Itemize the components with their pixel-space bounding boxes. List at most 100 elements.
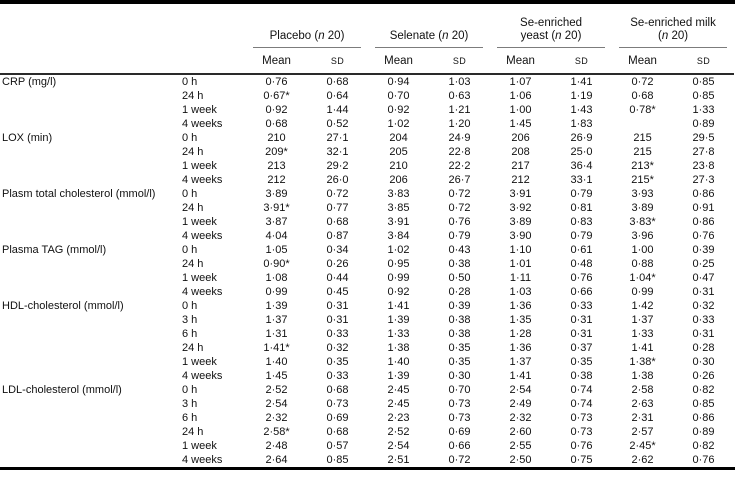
sd-value-cell: 1·41 (570, 76, 593, 88)
mean-value-cell: 3·91 (387, 216, 410, 228)
sd-value-cell: 0·85 (692, 76, 715, 88)
sd-value-cell: 0·72 (448, 188, 471, 200)
mean-value-cell: 1·31 (265, 328, 288, 340)
param-label (0, 341, 182, 355)
table-row: 1 week 3·87 0·68 3·91 0·76 3·89 0·83 3·83* 0·86 (0, 215, 734, 229)
mean-value-cell: 0·99 (631, 286, 654, 298)
mean-value-cell: 1·08 (265, 272, 288, 284)
sd-value-cell: 0·38 (448, 314, 471, 326)
mean-value-cell: 3·89 (509, 216, 532, 228)
mean-value-cell: 2·45 (387, 384, 410, 396)
group-header-se-enriched-yeast: Se-enriched yeast (n 20) (490, 4, 612, 48)
sd-value-cell: 0·44 (326, 272, 349, 284)
param-label (0, 327, 182, 341)
sd-value-cell: 0·73 (448, 412, 471, 424)
table-row: 6 h 2·32 0·69 2·23 0·73 2·32 0·73 2·31 0·86 (0, 411, 734, 425)
table-row: 1 week 213 29·2 210 22·2 217 36·4 213* 23·8 (0, 159, 734, 173)
mean-value-cell: 0·92 (387, 104, 410, 116)
mean-value-cell: 1·04* (629, 272, 656, 284)
time-label: 0 h (182, 188, 198, 200)
group-header-text: Placebo ( (269, 30, 319, 42)
sd-value-cell: 0·38 (570, 370, 593, 382)
sd-value-cell: 0·76 (570, 272, 593, 284)
group-header-label: yeast (n 20) (490, 30, 612, 43)
sd-value-cell: 1·20 (448, 118, 471, 130)
group-header-selenate: Selenate (n 20) (368, 4, 490, 48)
sd-value-cell: 27·3 (692, 174, 715, 186)
time-label: 24 h (182, 258, 204, 270)
mean-value-cell: 1·40 (265, 356, 288, 368)
sd-column-header-selenate: SD (429, 48, 491, 75)
sd-value-cell: 0·31 (692, 286, 715, 298)
time-label: 0 h (182, 244, 198, 256)
sd-value-cell: 0·39 (448, 300, 471, 312)
sd-column-header-se-enriched-milk: SD (673, 48, 735, 75)
param-label (0, 355, 182, 369)
sub-header-spacer (0, 48, 246, 75)
table-row: 24 h 3·91* 0·77 3·85 0·72 3·92 0·81 3·89 0·91 (0, 201, 734, 215)
mean-value-cell: 1·41 (631, 342, 654, 354)
sd-value-cell: 0·76 (570, 440, 593, 452)
mean-value-cell: 1·36 (509, 300, 532, 312)
sd-value-cell: 1·33 (692, 104, 715, 116)
mean-value-cell: 1·40 (387, 356, 410, 368)
mean-value-cell: 0·76 (265, 76, 288, 88)
time-label: 4 weeks (182, 230, 223, 242)
sd-value-cell: 0·35 (570, 356, 593, 368)
sd-value-cell: 0·86 (692, 188, 715, 200)
sd-value-cell: 0·50 (448, 272, 471, 284)
sd-value-cell: 0·39 (692, 244, 715, 256)
sd-value-cell: 0·86 (692, 412, 715, 424)
mean-value-cell: 1·33 (631, 328, 654, 340)
param-label: Plasma TAG (mmol/l) (2, 244, 107, 256)
mean-value-cell: 1·33 (387, 328, 410, 340)
param-label (0, 103, 182, 117)
mean-value-cell: 206 (389, 174, 408, 186)
group-header-text: yeast ( (520, 30, 556, 42)
mean-value-cell: 1·42 (631, 300, 654, 312)
sd-value-cell: 1·43 (570, 104, 593, 116)
mean-value-cell: 0·78* (629, 104, 656, 116)
sd-value-cell: 0·30 (692, 356, 715, 368)
mean-value-cell: 2·31 (631, 412, 654, 424)
group-spanner-rule (497, 47, 606, 48)
time-label: 1 week (182, 272, 217, 284)
mean-value-cell: 2·64 (265, 454, 288, 466)
table-row: LOX (min) 0 h 210 27·1 204 24·9 206 26·9 215 29·5 (0, 131, 734, 145)
mean-value-cell: 1·37 (509, 356, 532, 368)
sub-header-row: Mean SD Mean SD Mean SD Mean SD (0, 48, 735, 75)
group-header-text: 20) (448, 30, 469, 42)
mean-value-cell: 2·45* (629, 440, 656, 452)
param-label: LDL-cholesterol (mmol/l) (2, 384, 122, 396)
mean-value-cell: 0·94 (387, 76, 410, 88)
sd-value-cell: 0·30 (448, 370, 471, 382)
sd-value-cell: 0·32 (692, 300, 715, 312)
table-row: 24 h 2·58* 0·68 2·52 0·69 2·60 0·73 2·57 0·89 (0, 425, 734, 439)
param-label (0, 285, 182, 299)
mean-value-cell: 1·01 (509, 258, 532, 270)
mean-value-cell: 212 (511, 174, 530, 186)
param-label (0, 117, 182, 131)
param-label (0, 159, 182, 173)
sd-value-cell: 0·33 (326, 328, 349, 340)
sd-value-cell: 0·48 (570, 258, 593, 270)
param-label: CRP (mg/l) (2, 76, 57, 88)
group-header-text: Se-enriched (520, 17, 583, 29)
time-label: 3 h (182, 314, 198, 326)
time-label: 6 h (182, 328, 198, 340)
table-row: 1 week 2·48 0·57 2·54 0·66 2·55 0·76 2·45* 0·82 (0, 439, 734, 453)
group-header-text: 20) (668, 30, 689, 42)
mean-value-cell: 1·28 (509, 328, 532, 340)
mean-value-cell: 213 (267, 160, 286, 172)
group-header-text: Selenate ( (389, 30, 443, 42)
sd-value-cell: 0·31 (692, 328, 715, 340)
sd-value-cell: 0·33 (570, 300, 593, 312)
mean-value-cell: 3·91 (509, 188, 532, 200)
sd-value-cell: 0·47 (692, 272, 715, 284)
mean-value-cell: 0·92 (387, 286, 410, 298)
group-header-text: n (318, 30, 325, 42)
mean-value-cell: 1·39 (387, 314, 410, 326)
param-label (0, 89, 182, 103)
mean-value-cell: 208 (511, 146, 530, 158)
time-label: 4 weeks (182, 118, 223, 130)
